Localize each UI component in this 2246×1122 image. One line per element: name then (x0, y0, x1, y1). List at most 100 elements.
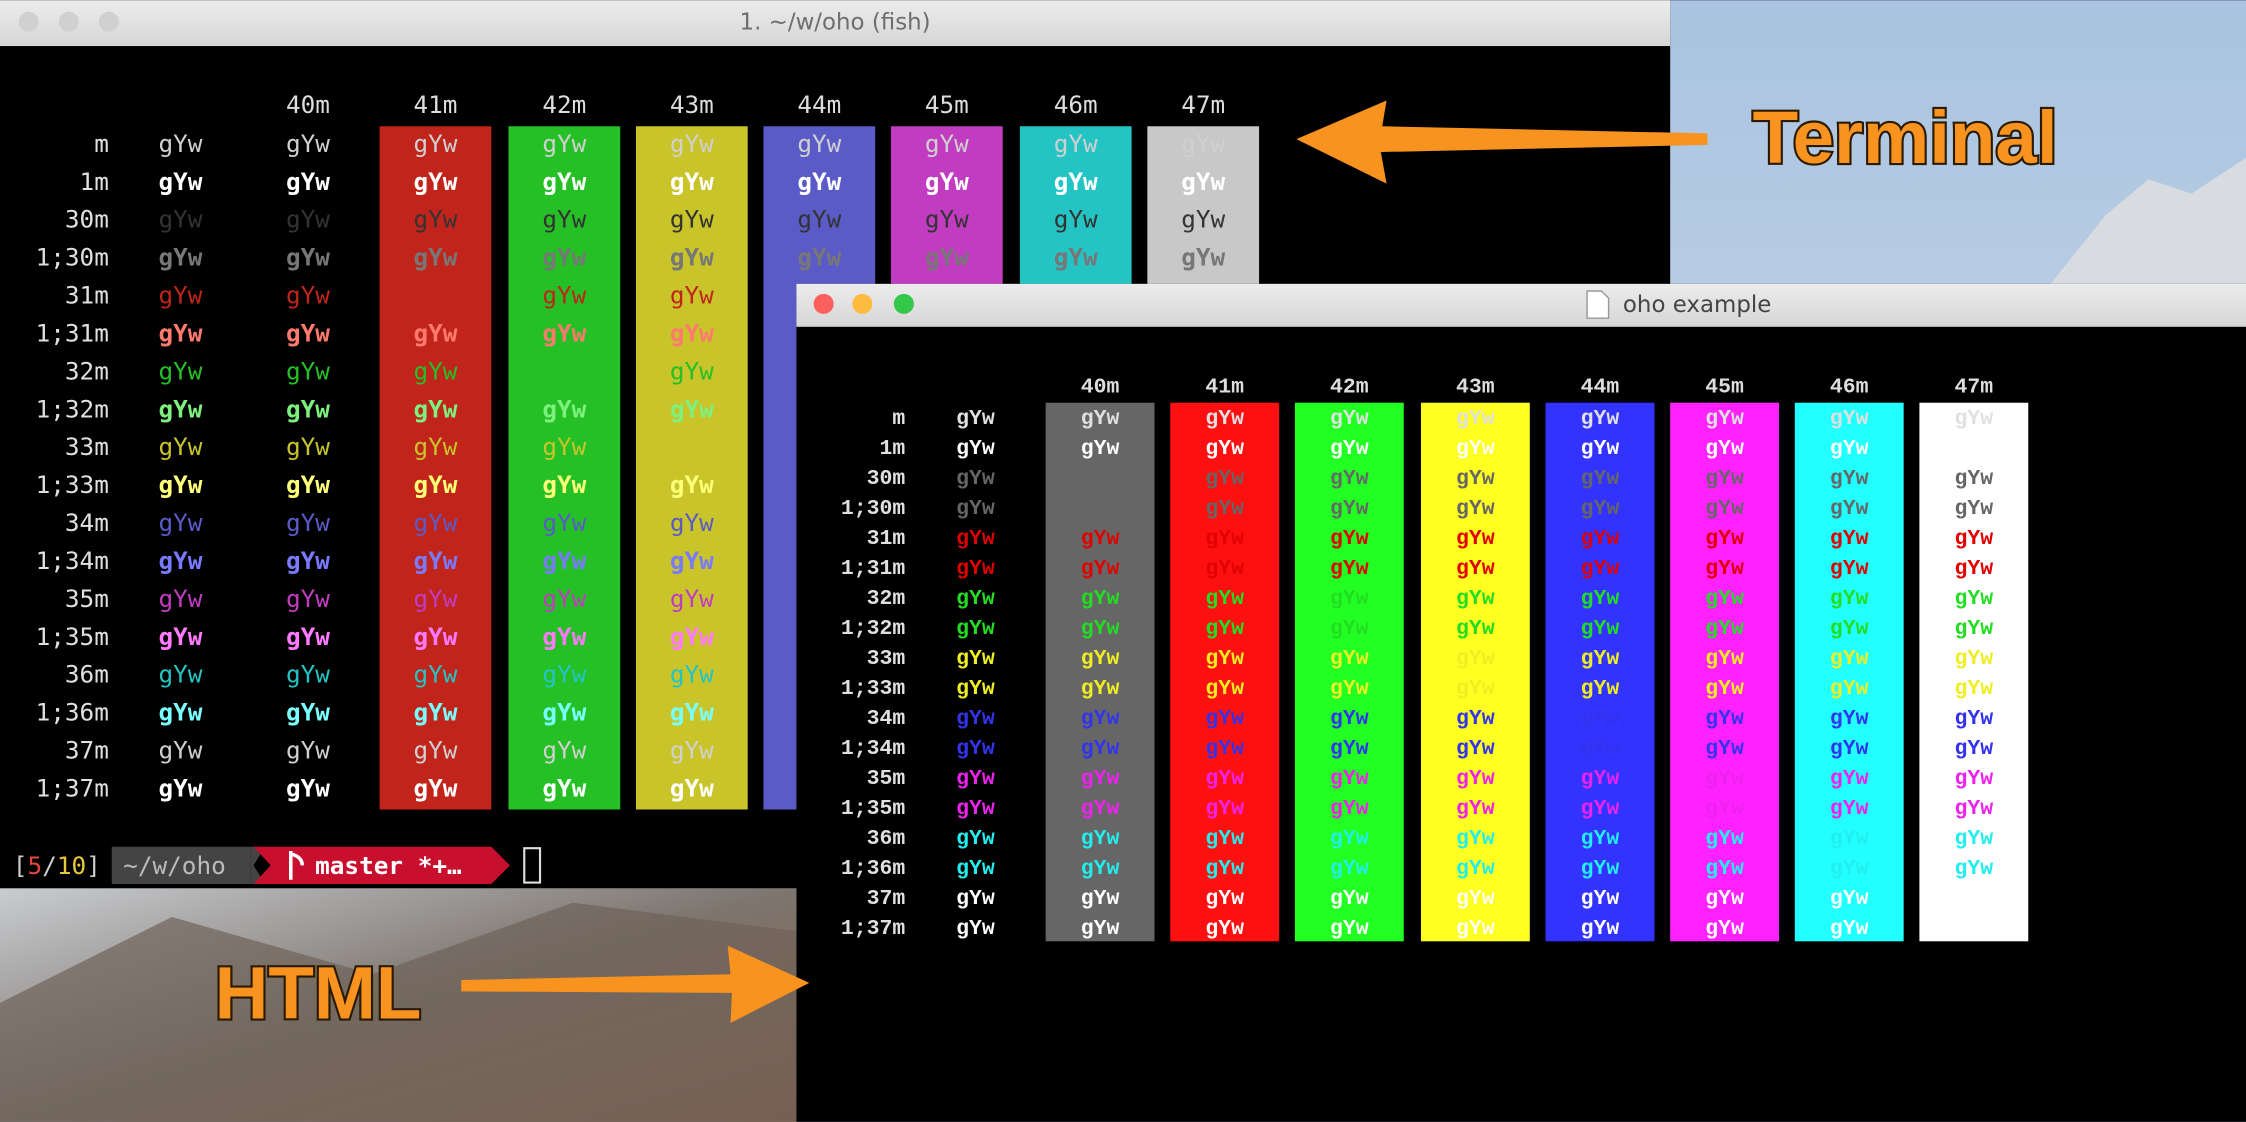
sample-cell: gYw (413, 660, 457, 689)
sample-cell: gYw (1205, 527, 1244, 551)
prompt-open: [ (13, 851, 28, 880)
sample-cell: gYw (670, 470, 714, 499)
sample-cell: gYw (286, 129, 330, 158)
sample-cell: gYw (1581, 827, 1620, 851)
sample-cell: gYw (158, 736, 202, 765)
minimize-button[interactable] (852, 293, 873, 314)
row-label: 35m (867, 767, 906, 791)
sample-cell: gYw (1456, 767, 1495, 791)
sample-cell: gYw (286, 736, 330, 765)
sample-cell: gYw (286, 205, 330, 234)
hill (0, 902, 797, 1122)
sample-cell: gYw (413, 318, 457, 347)
row-label: 1;31m (841, 557, 906, 581)
row-label: 1;35m (36, 622, 109, 651)
sample-cell: gYw (286, 622, 330, 651)
html-window: oho example 40m 41m 42m 43m 44m 45m 46m 47m m gYw… (796, 283, 2246, 1122)
sample-cell: gYw (542, 660, 586, 689)
close-button[interactable] (813, 293, 834, 314)
sample-cell: gYw (670, 546, 714, 575)
sample-cell: gYw (1581, 737, 1620, 761)
column-header: 41m (1205, 376, 1244, 400)
sample-cell: gYw (542, 318, 586, 347)
sample-cell: gYw (670, 205, 714, 234)
sample-cell: gYw (158, 281, 202, 310)
background-bar (379, 126, 492, 810)
column-header: 42m (542, 90, 586, 119)
row-label: 1;35m (841, 797, 906, 821)
sample-cell: gYw (1581, 497, 1620, 521)
sample-cell: gYw (1955, 677, 1994, 701)
sample-cell: gYw (158, 546, 202, 575)
sample-cell: gYw (1705, 737, 1744, 761)
sample-cell: gYw (1205, 497, 1244, 521)
prompt-close: ] (86, 851, 101, 880)
sample-cell: gYw (1456, 827, 1495, 851)
window-title: oho example (1623, 292, 1771, 318)
sample-cell: gYw (1581, 797, 1620, 821)
sample-cell: gYw (956, 707, 995, 731)
window-title: 1. ~/w/oho (fish) (740, 10, 931, 36)
sample-cell: gYw (158, 394, 202, 423)
sample-cell: gYw (542, 698, 586, 727)
sample-cell: gYw (542, 736, 586, 765)
sample-cell: gYw (413, 773, 457, 802)
sample-cell: gYw (670, 736, 714, 765)
row-label: 32m (65, 356, 109, 385)
sample-cell: gYw (670, 698, 714, 727)
column-header: 44m (1581, 376, 1620, 400)
row-label: 1;32m (841, 617, 906, 641)
title-bar (0, 0, 1671, 47)
sample-cell: gYw (1456, 557, 1495, 581)
path-segment (111, 846, 251, 885)
prompt-total: 10 (57, 851, 86, 880)
sample-cell: gYw (1456, 587, 1495, 611)
sample-cell: gYw (1581, 917, 1620, 941)
sample-cell: gYw (1955, 887, 1994, 911)
sample-cell: gYw (1830, 467, 1869, 491)
row-label: 1;36m (841, 857, 906, 881)
sample-cell: gYw (670, 394, 714, 423)
sample-cell: gYw (1705, 497, 1744, 521)
sample-cell: gYw (670, 584, 714, 613)
sample-cell: gYw (542, 281, 586, 310)
sample-cell: gYw (542, 205, 586, 234)
sample-cell: gYw (1955, 917, 1994, 941)
sample-cell: gYw (542, 546, 586, 575)
background-bar (1045, 402, 1155, 942)
background-bar (1545, 402, 1655, 942)
sample-cell: gYw (1456, 527, 1495, 551)
close-button[interactable] (18, 11, 39, 32)
sample-cell: gYw (1705, 587, 1744, 611)
sample-cell: gYw (286, 394, 330, 423)
sample-cell: gYw (1705, 557, 1744, 581)
sample-cell: gYw (1456, 917, 1495, 941)
sample-cell: gYw (413, 584, 457, 613)
sample-cell: gYw (1581, 467, 1620, 491)
sample-cell: gYw (1830, 527, 1869, 551)
sample-cell: gYw (1955, 497, 1994, 521)
sample-cell: gYw (286, 167, 330, 196)
sample-cell: gYw (286, 698, 330, 727)
sample-cell: gYw (542, 773, 586, 802)
minimize-button[interactable] (58, 11, 79, 32)
zoom-button[interactable] (98, 11, 119, 32)
sample-cell: gYw (1955, 767, 1994, 791)
sample-cell: gYw (1830, 707, 1869, 731)
column-header: 43m (1456, 376, 1495, 400)
sample-cell: gYw (542, 584, 586, 613)
sample-cell: gYw (956, 587, 995, 611)
sample-cell: gYw (1081, 497, 1120, 521)
sample-cell: gYw (1205, 617, 1244, 641)
sample-cell: gYw (956, 737, 995, 761)
zoom-button[interactable] (893, 293, 914, 314)
row-label: 1m (879, 437, 905, 461)
row-label: 32m (867, 587, 906, 611)
sample-cell: gYw (1081, 467, 1120, 491)
sample-cell: gYw (1330, 557, 1369, 581)
sample-cell: gYw (1581, 857, 1620, 881)
sample-cell: gYw (1456, 407, 1495, 431)
sample-cell: gYw (1830, 797, 1869, 821)
sample-cell: gYw (542, 356, 586, 385)
